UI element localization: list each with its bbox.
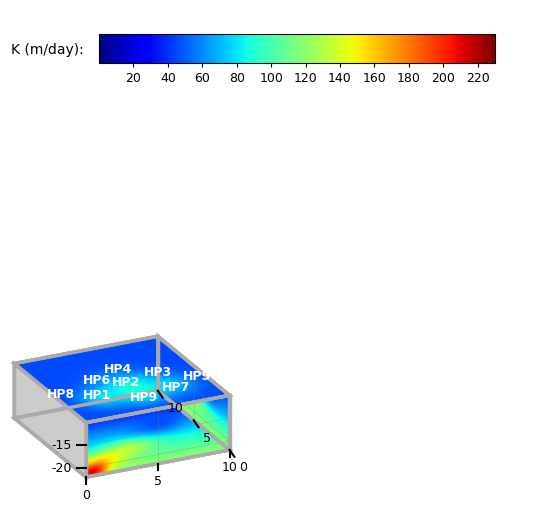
Text: 10: 10: [222, 461, 238, 474]
Text: K (m/day):: K (m/day):: [11, 43, 84, 57]
Text: 10: 10: [167, 402, 183, 415]
Text: 5: 5: [154, 475, 162, 488]
Text: -20: -20: [51, 462, 72, 475]
Text: HP6: HP6: [83, 374, 111, 387]
Text: HP8: HP8: [47, 388, 75, 401]
Polygon shape: [14, 364, 86, 477]
Text: HP1: HP1: [82, 389, 111, 401]
Text: -15: -15: [51, 439, 72, 452]
Text: 0: 0: [82, 488, 90, 501]
Text: HP7: HP7: [162, 381, 190, 394]
Text: HP4: HP4: [104, 363, 133, 376]
Text: HP5: HP5: [183, 369, 211, 383]
Text: HP9: HP9: [129, 391, 157, 403]
Text: HP3: HP3: [144, 366, 172, 379]
Text: 0: 0: [239, 461, 247, 474]
Text: HP2: HP2: [112, 376, 140, 389]
Polygon shape: [14, 336, 158, 418]
Polygon shape: [14, 391, 229, 477]
Text: 5: 5: [204, 432, 211, 445]
